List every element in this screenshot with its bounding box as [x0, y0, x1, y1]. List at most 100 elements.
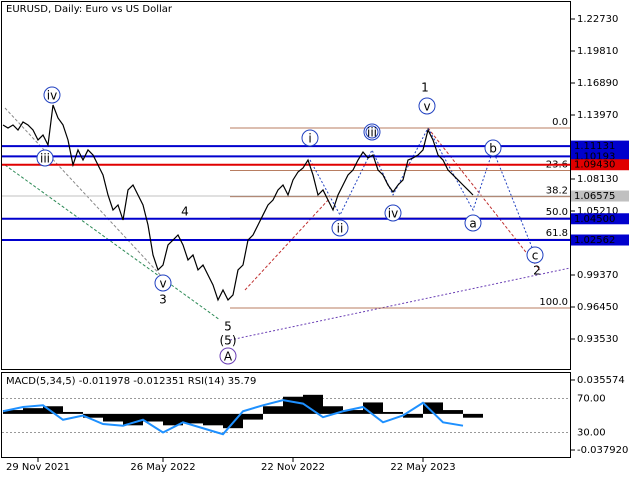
wave-circle [418, 97, 436, 115]
level-label: 1.04500 [574, 214, 615, 225]
macd-bar [63, 411, 83, 414]
wave-label: iv [47, 89, 57, 103]
macd-bar [383, 411, 403, 414]
macd-bar [3, 410, 23, 414]
macd-bar [43, 406, 63, 414]
level-label: 1.09430 [574, 160, 615, 171]
level-box [571, 150, 629, 162]
price-line [2, 104, 474, 302]
level-box [571, 159, 629, 171]
wave-circle [464, 214, 482, 232]
macd-bar [123, 413, 143, 426]
wave-label: iii [367, 126, 377, 140]
y-tick-label: 1.05210 [577, 206, 618, 217]
trend-line [4, 107, 166, 281]
macd-bar [343, 410, 363, 414]
wave-circle [484, 139, 502, 157]
y-tick-label: 1.22730 [577, 14, 618, 25]
level-box [571, 234, 629, 246]
y-tick-label: 0.96450 [577, 302, 618, 313]
level-label: 1.02562 [574, 235, 615, 246]
level-label: 1.11131 [574, 141, 615, 152]
macd-bar [323, 406, 343, 414]
wave-circle [219, 347, 237, 365]
wave-circle [365, 125, 379, 139]
y2-tick-label: 30.00 [577, 428, 606, 439]
rsi-line [2, 399, 464, 436]
wave-label: v [423, 100, 430, 114]
wave-label: v [159, 277, 166, 291]
macd-bar [283, 396, 303, 414]
macd-bar [303, 394, 323, 414]
macd-bar [103, 413, 123, 422]
macd-bar [163, 413, 183, 426]
fib-label: 61.8 [546, 228, 568, 239]
wave-circle [43, 86, 61, 104]
x-tick-label: 22 Nov 2022 [261, 462, 325, 473]
wave-label: iii [40, 152, 50, 166]
wave-label: a [469, 217, 476, 231]
wave-circle [384, 204, 402, 222]
wave-label: A [224, 350, 233, 364]
trend-line [229, 267, 571, 341]
y-tick-label: 0.93530 [577, 334, 618, 345]
level-label: 1.10193 [574, 151, 615, 162]
y-tick-label: 1.13970 [577, 110, 618, 121]
fib-label: 50.0 [546, 207, 568, 218]
wave-label: c [532, 249, 539, 263]
y2-tick-label: 70.00 [577, 394, 606, 405]
level-box [571, 140, 629, 152]
sub-frame [1, 372, 571, 458]
wave-label: 2 [533, 264, 541, 278]
macd-bar [463, 413, 483, 418]
macd-bar [443, 410, 463, 414]
level-box [571, 190, 629, 202]
fib-label: 100.0 [539, 297, 568, 308]
fib-label: 0.0 [552, 117, 568, 128]
y-tick-label: 0.035574 [577, 375, 625, 386]
wave-label: 4 [181, 205, 189, 219]
y-tick-label: 0.99370 [577, 270, 618, 281]
y-tick-label: 1.19810 [577, 46, 618, 57]
macd-bar [243, 413, 263, 420]
y-tick-label: 1.08130 [577, 174, 618, 185]
wave-circle [36, 149, 54, 167]
wave-label: i [308, 132, 311, 146]
macd-bar [143, 413, 163, 422]
trend-line [244, 197, 331, 291]
macd-bar [263, 406, 283, 414]
level-label: 1.06575 [574, 191, 615, 202]
macd-bar [423, 402, 443, 414]
wave-circle [526, 246, 544, 264]
indicator-title: MACD(5,34,5) -0.011978 -0.012351 RSI(14)… [6, 376, 256, 387]
wave-label: iv [388, 207, 398, 221]
macd-bar [23, 408, 43, 414]
y-tick-label: 1.16890 [577, 78, 618, 89]
macd-bar [83, 413, 103, 418]
macd-bar [183, 413, 203, 424]
trend-line [427, 127, 541, 271]
macd-bar [203, 413, 223, 426]
wave-circle [301, 129, 319, 147]
wave-projection [427, 127, 536, 256]
chart-title: EURUSD, Daily: Euro vs US Dollar [6, 4, 173, 15]
wave-label: 5 [224, 320, 232, 334]
trend-line [4, 164, 221, 321]
y-tick-label: -0.037920 [577, 445, 628, 456]
wave-label: ii [337, 222, 344, 236]
fib-label: 38.2 [546, 186, 568, 197]
macd-bar [363, 402, 383, 414]
main-frame [1, 1, 571, 370]
wave-label: 1 [421, 81, 429, 95]
wave-circle [154, 274, 172, 292]
x-tick-label: 26 May 2022 [130, 462, 195, 473]
wave-label: (5) [220, 334, 237, 348]
macd-bar [403, 413, 423, 418]
x-tick-label: 22 May 2023 [390, 462, 455, 473]
x-tick-label: 29 Nov 2021 [6, 462, 70, 473]
wave-label: b [489, 142, 497, 156]
wave-label: 3 [159, 293, 167, 307]
wave-circle [331, 219, 349, 237]
level-box [571, 213, 629, 225]
